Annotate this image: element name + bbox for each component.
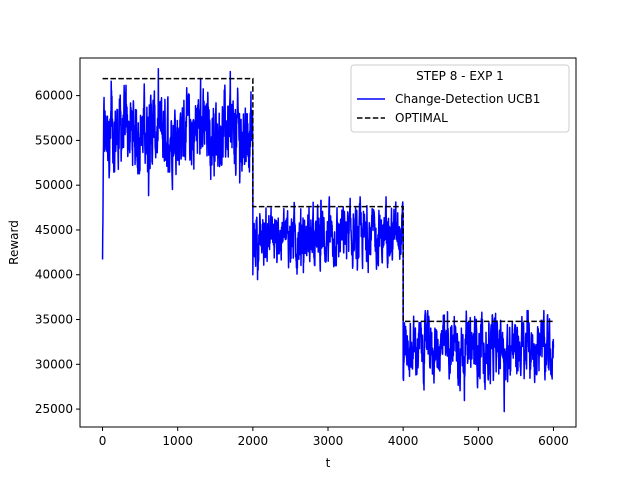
x-tick-label: 0 <box>99 434 107 448</box>
legend-label-optimal: OPTIMAL <box>395 111 448 125</box>
y-tick-label: 40000 <box>35 268 73 282</box>
y-tick-label: 50000 <box>35 178 73 192</box>
x-tick-label: 3000 <box>313 434 344 448</box>
y-tick-label: 25000 <box>35 402 73 416</box>
series-layer <box>101 68 555 413</box>
axes-layer: 0 1000 2000 3000 4000 5000 6000 25000 30000 35000… <box>35 89 569 448</box>
legend-label-ucb1: Change-Detection UCB1 <box>395 92 540 106</box>
legend: STEP 8 - EXP 1 Change-Detection UCB1 OPT… <box>350 64 570 133</box>
x-axis-label: t <box>326 456 331 470</box>
series-line-change-detection-ucb1 <box>101 68 555 413</box>
y-axis-label: Reward <box>7 220 21 265</box>
y-tick-label: 45000 <box>35 223 73 237</box>
y-tick-label: 30000 <box>35 357 73 371</box>
x-tick-label: 6000 <box>538 434 569 448</box>
y-tick-label: 35000 <box>35 313 73 327</box>
legend-title: STEP 8 - EXP 1 <box>416 69 504 83</box>
x-tick-label: 4000 <box>388 434 419 448</box>
x-tick-label: 2000 <box>238 434 269 448</box>
y-tick-label: 55000 <box>35 133 73 147</box>
y-tick-label: 60000 <box>35 89 73 103</box>
legend-box <box>350 64 570 133</box>
x-tick-label: 1000 <box>162 434 193 448</box>
x-tick-label: 5000 <box>463 434 494 448</box>
